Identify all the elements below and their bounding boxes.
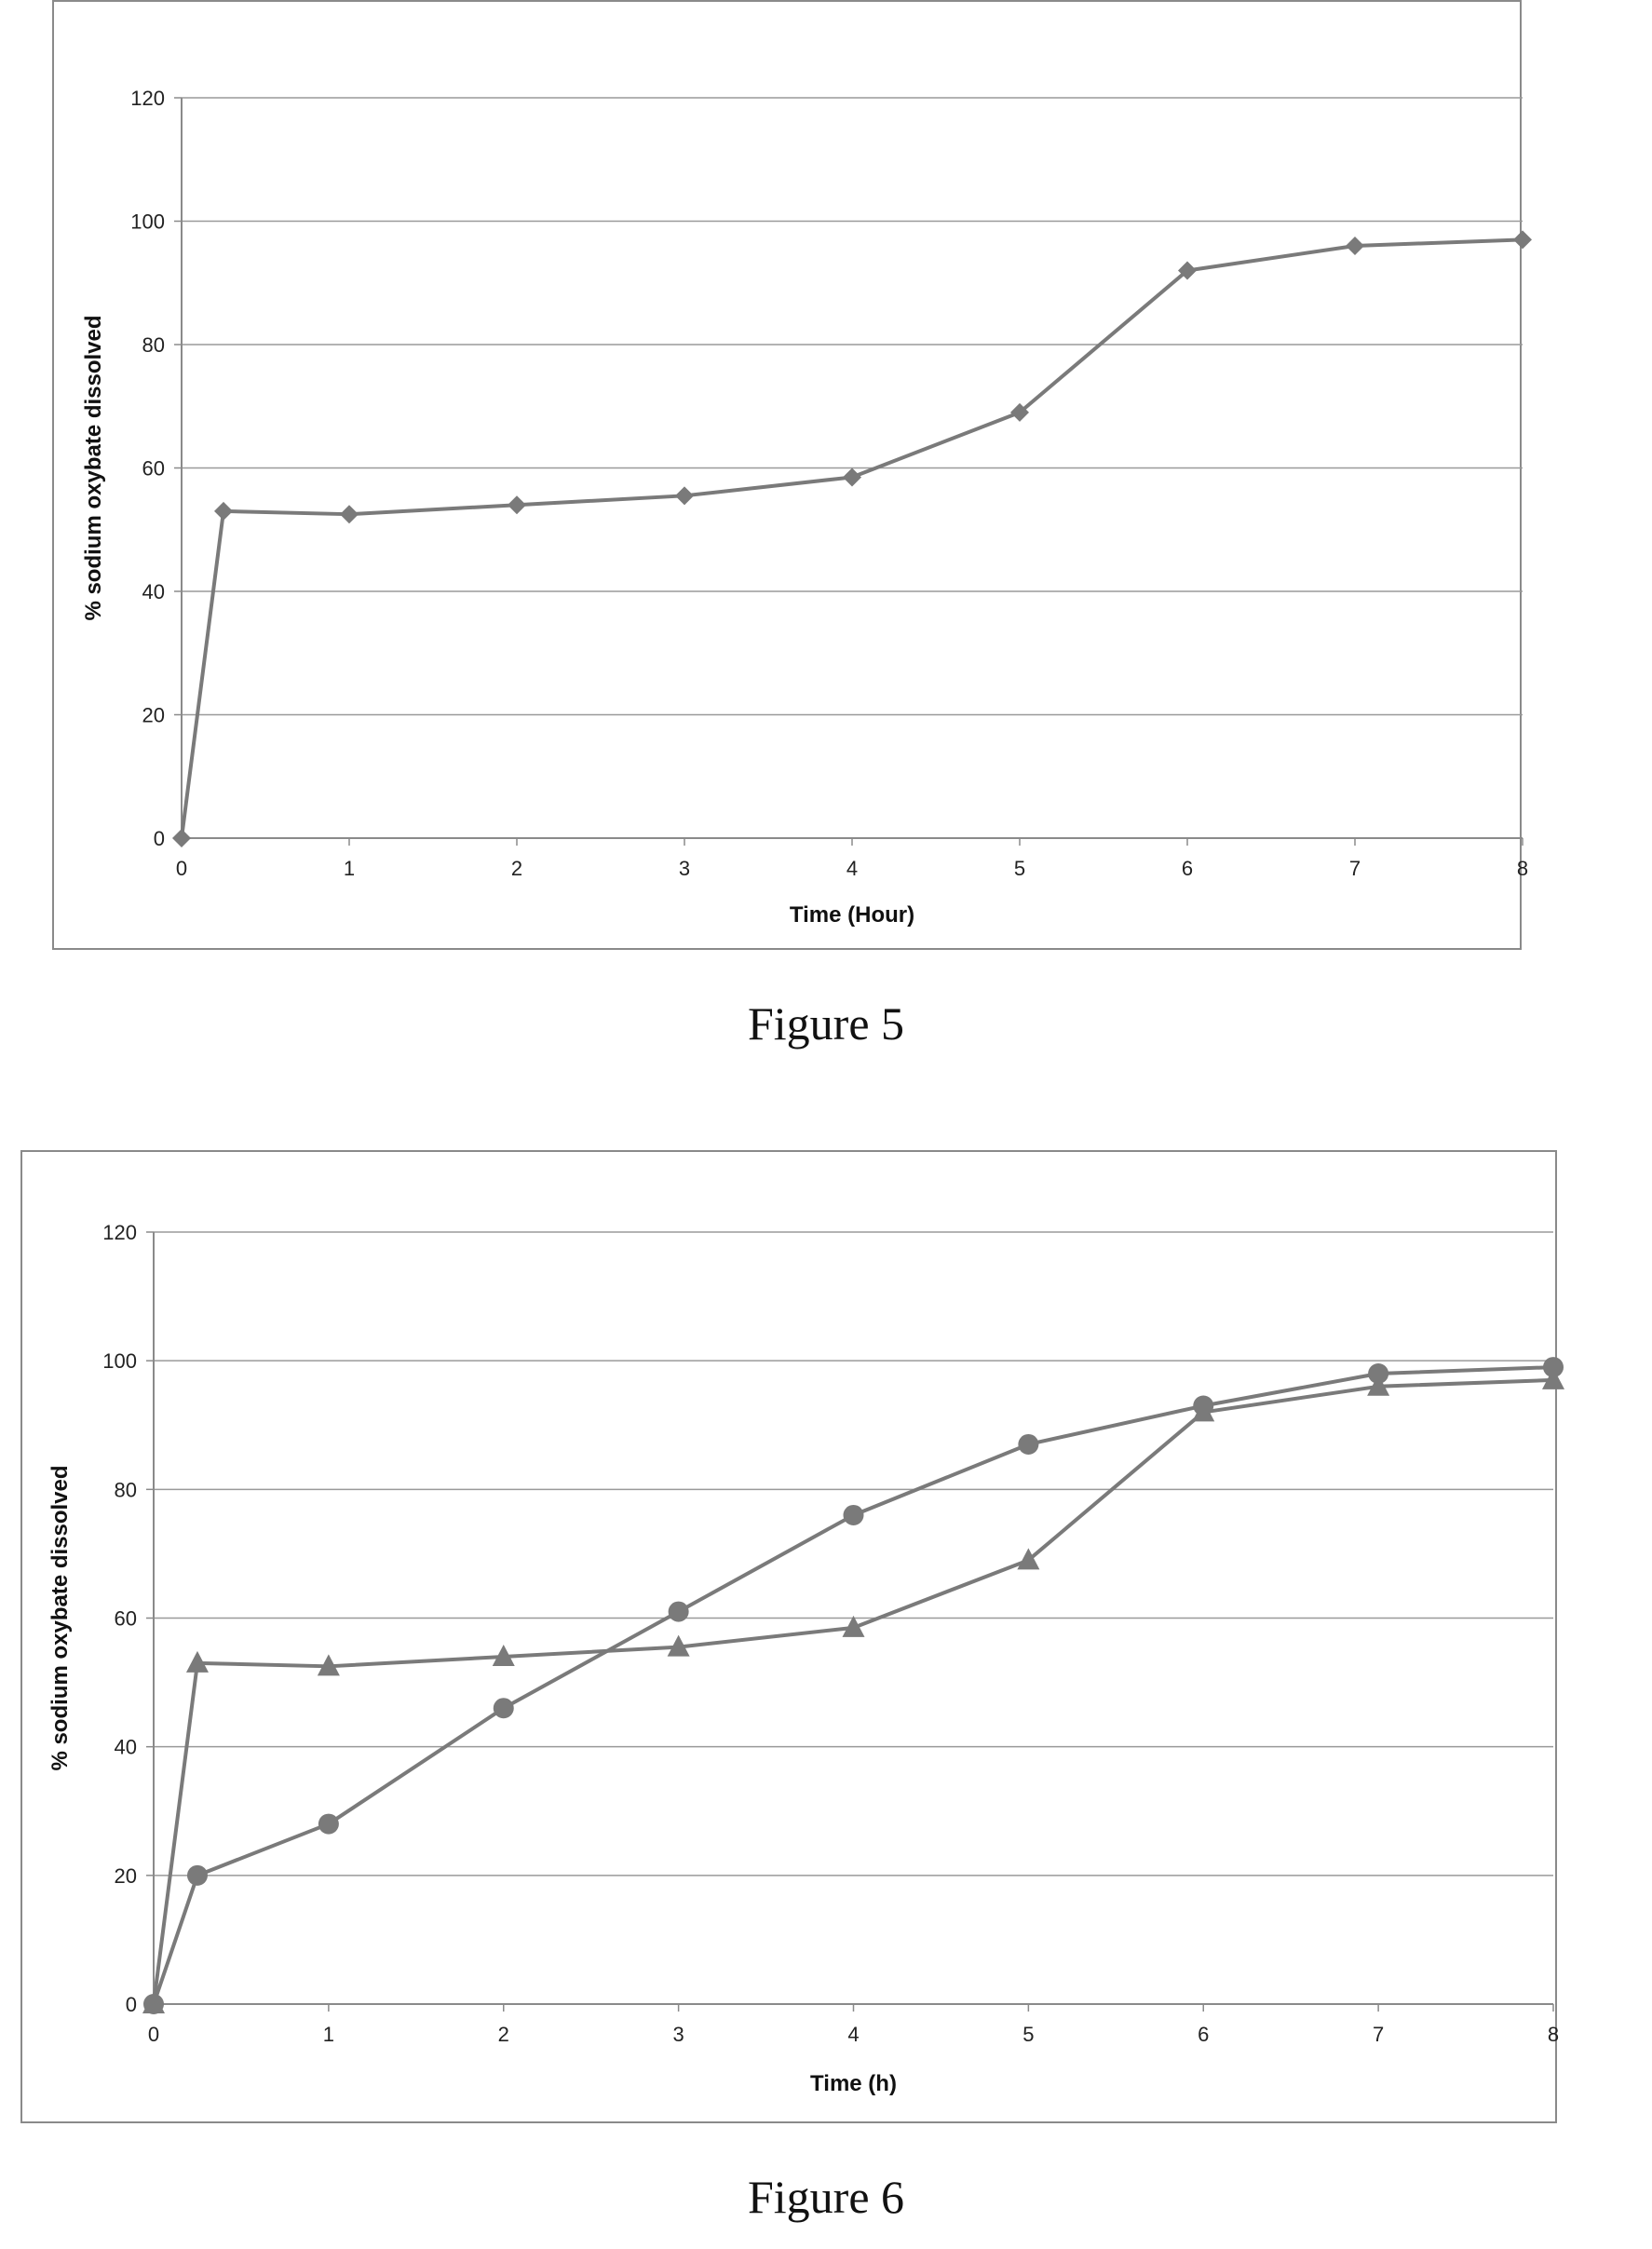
data-point-triangle [1367, 1374, 1390, 1396]
figure-6-caption: Figure 6 [747, 2171, 905, 2223]
x-tick-label: 2 [511, 857, 522, 880]
data-point-diamond [1346, 237, 1364, 255]
x-tick-label: 5 [1014, 857, 1025, 880]
y-tick-label: 0 [154, 827, 165, 850]
y-tick-label: 80 [115, 1478, 137, 1501]
data-point-circle [668, 1601, 689, 1622]
y-tick-label: 120 [130, 87, 165, 110]
x-tick-label: 0 [148, 2023, 159, 2046]
y-tick-label: 100 [130, 210, 165, 234]
data-point-triangle [317, 1654, 340, 1676]
y-tick-label: 60 [115, 1607, 137, 1631]
x-tick-label: 8 [1517, 857, 1528, 880]
data-point-diamond [172, 829, 191, 847]
y-axis-label: % sodium oxybate dissolved [47, 1465, 73, 1770]
data-point-triangle [1542, 1367, 1564, 1389]
y-tick-label: 40 [142, 580, 165, 603]
data-point-circle [186, 1864, 208, 1886]
data-point-circle [843, 1504, 864, 1525]
data-point-diamond [508, 495, 526, 515]
y-tick-label: 20 [115, 1864, 137, 1888]
data-point-triangle [1192, 1400, 1215, 1422]
data-point-diamond [843, 467, 861, 487]
x-tick-label: 3 [679, 857, 690, 880]
y-tick-label: 80 [142, 333, 165, 357]
x-tick-label: 2 [498, 2023, 509, 2046]
x-tick-label: 6 [1182, 857, 1193, 880]
data-point-circle [1543, 1357, 1564, 1378]
data-point-triangle [185, 1650, 209, 1673]
data-point-diamond [1010, 402, 1029, 422]
x-tick-label: 1 [344, 857, 355, 880]
x-tick-label: 8 [1548, 2023, 1559, 2046]
data-point-circle [1018, 1433, 1039, 1455]
x-axis-label: Time (Hour) [790, 902, 914, 928]
y-tick-label: 60 [142, 457, 165, 481]
data-point-triangle [492, 1644, 515, 1666]
y-tick-label: 20 [142, 704, 165, 727]
series-line-circle [152, 1365, 1554, 2005]
series-line-diamond [180, 237, 1523, 839]
y-tick-label: 40 [115, 1736, 137, 1759]
x-tick-label: 5 [1022, 2023, 1034, 2046]
x-tick-label: 7 [1373, 2023, 1384, 2046]
data-point-circle [1368, 1362, 1389, 1384]
x-tick-label: 4 [846, 857, 858, 880]
x-tick-label: 3 [673, 2023, 684, 2046]
data-point-triangle [842, 1615, 865, 1637]
data-point-triangle [667, 1634, 690, 1657]
data-point-triangle [1017, 1548, 1040, 1570]
x-tick-label: 4 [847, 2023, 859, 2046]
x-tick-label: 0 [176, 857, 187, 880]
chart-5: 0 20 40 60 80 100 120 0 1 2 3 4 5 6 7 8 Time (Hour) % sod… [81, 87, 1532, 928]
data-point-circle [493, 1698, 514, 1719]
series-line-triangle [152, 1377, 1554, 2005]
data-point-triangle [142, 1992, 165, 2013]
y-tick-label: 0 [126, 1993, 137, 2016]
data-point-diamond [214, 501, 233, 521]
x-tick-label: 1 [323, 2023, 334, 2046]
data-point-diamond [1513, 230, 1532, 250]
x-axis-label: Time (h) [810, 2071, 897, 2096]
y-tick-label: 100 [102, 1349, 137, 1373]
figure-5-caption: Figure 5 [747, 997, 905, 1050]
y-axis-label: % sodium oxybate dissolved [81, 315, 106, 620]
data-point-diamond [675, 486, 694, 506]
x-tick-label: 6 [1198, 2023, 1209, 2046]
data-point-circle [318, 1813, 339, 1835]
chart-frame-figure-5 [52, 0, 1522, 950]
data-point-diamond [1178, 261, 1197, 280]
chart-6: 0 20 40 60 80 100 120 0 1 2 3 4 5 6 7 8 Time (h) % sodium… [47, 1221, 1564, 2096]
x-tick-label: 7 [1349, 857, 1361, 880]
data-point-diamond [340, 505, 359, 524]
y-tick-label: 120 [102, 1221, 137, 1244]
